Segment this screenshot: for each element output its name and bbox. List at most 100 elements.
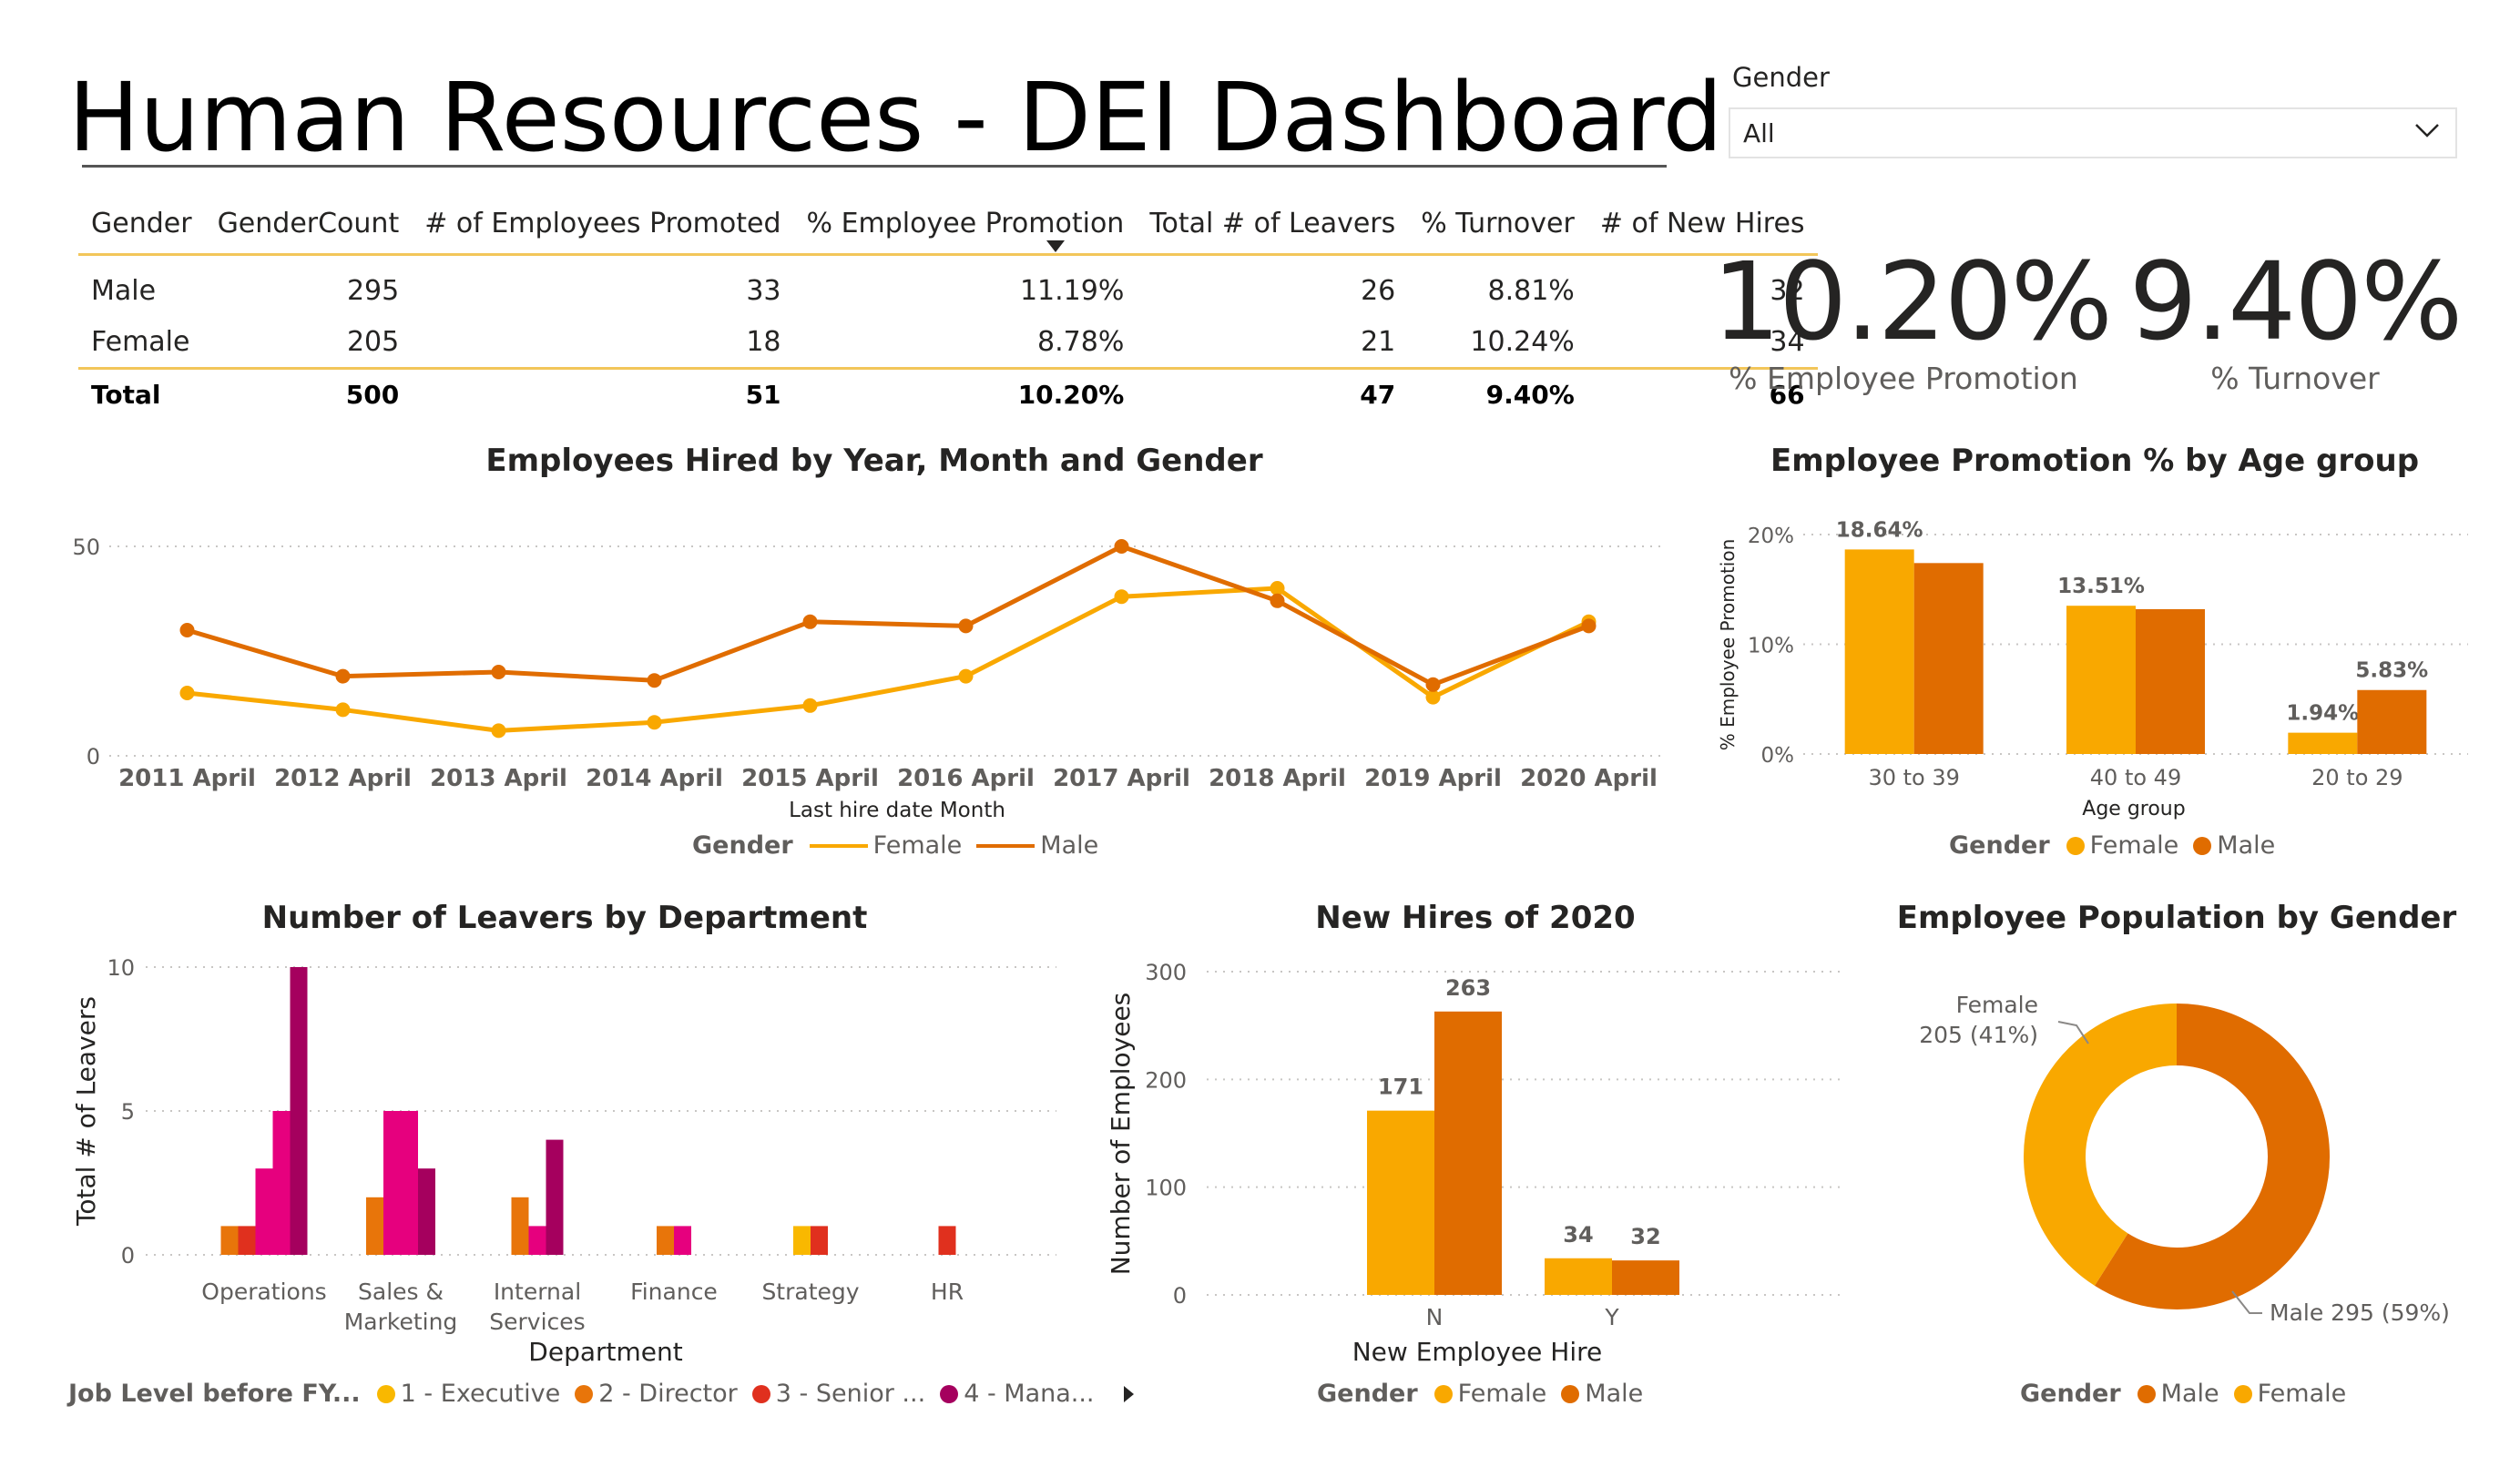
series-line-male[interactable] — [186, 544, 1590, 688]
legend-item-female[interactable]: Female — [1433, 1380, 1547, 1408]
legend-next-arrow-icon[interactable] — [1123, 1385, 1134, 1402]
dot-swatch-icon — [1433, 1384, 1453, 1403]
bar-job-level[interactable] — [220, 1226, 239, 1255]
bar-female[interactable] — [1844, 549, 1914, 754]
bar-job-level[interactable] — [674, 1226, 691, 1255]
data-point[interactable] — [647, 715, 662, 730]
legend-item-male[interactable]: Male — [1561, 1380, 1643, 1408]
data-point[interactable] — [958, 618, 974, 634]
bar-male[interactable] — [1434, 1011, 1502, 1295]
data-point[interactable] — [179, 686, 195, 700]
legend-item-senior[interactable]: 3 - Senior ... — [751, 1380, 925, 1408]
legend-item-female[interactable]: Female — [2066, 831, 2178, 860]
bar-female[interactable] — [2288, 732, 2358, 754]
column-header[interactable]: % Turnover — [1421, 207, 1575, 239]
table-row[interactable]: Male 295 33 11.19% 26 8.81% 32 — [78, 255, 1818, 317]
promotion-age-legend: Gender Female Male — [1949, 831, 2290, 860]
legend-item-manager[interactable]: 4 - Mana... — [940, 1380, 1095, 1408]
bar-job-level[interactable] — [238, 1226, 256, 1255]
data-point[interactable] — [491, 665, 506, 679]
data-point[interactable] — [335, 702, 351, 718]
data-point[interactable] — [958, 668, 974, 684]
bar-female[interactable] — [1367, 1110, 1434, 1295]
bar-job-level[interactable] — [383, 1111, 401, 1255]
data-point[interactable] — [802, 698, 818, 713]
chevron-down-icon[interactable] — [2413, 120, 2441, 140]
column-header[interactable]: # of Employees Promoted — [424, 207, 781, 239]
data-label: 1.94% — [2286, 702, 2359, 726]
table-cell: 33 — [746, 274, 781, 307]
bar-male[interactable] — [1612, 1260, 1679, 1295]
bar-job-level[interactable] — [938, 1226, 956, 1255]
sort-descending-icon[interactable] — [1046, 240, 1065, 252]
column-header[interactable]: % Employee Promotion — [806, 207, 1125, 239]
legend-item-executive[interactable]: 1 - Executive — [376, 1380, 560, 1408]
table-cell: 295 — [346, 274, 400, 307]
x-tick-label: 2014 April — [586, 765, 723, 792]
legend-item-male[interactable]: Male — [2137, 1380, 2219, 1408]
series-line-female[interactable] — [187, 586, 1590, 733]
donut-slice-male[interactable] — [2095, 1004, 2330, 1309]
data-point[interactable] — [802, 614, 818, 629]
donut-slice-female[interactable] — [2024, 1004, 2178, 1286]
bar-male[interactable] — [2357, 689, 2427, 754]
x-tick-label: Services — [489, 1309, 585, 1335]
legend-title: Gender — [1949, 831, 2050, 860]
data-point[interactable] — [335, 668, 351, 684]
kpi-turnover-label: % Turnover — [2210, 361, 2380, 396]
legend-item-male[interactable]: Male — [2193, 831, 2275, 860]
bar-job-level[interactable] — [528, 1226, 546, 1255]
data-point[interactable] — [491, 723, 506, 739]
leader-line — [2231, 1290, 2262, 1314]
bar-male[interactable] — [1913, 563, 1984, 754]
dot-swatch-icon — [376, 1384, 395, 1403]
table-cell: 21 — [1361, 325, 1396, 358]
bar-job-level[interactable] — [657, 1226, 674, 1255]
legend-title: Gender — [2020, 1380, 2121, 1408]
table-cell: 51 — [412, 367, 794, 419]
column-header[interactable]: Gender — [91, 207, 192, 239]
data-point[interactable] — [1425, 689, 1441, 705]
legend-label: 2 - Director — [598, 1380, 738, 1408]
bar-job-level[interactable] — [511, 1197, 529, 1255]
column-header[interactable]: # of New Hires — [1599, 207, 1805, 239]
legend-item-male[interactable]: Male — [976, 831, 1098, 860]
column-header[interactable]: GenderCount — [217, 207, 400, 239]
data-point[interactable] — [1581, 618, 1597, 634]
bar-job-level[interactable] — [401, 1111, 418, 1255]
data-point[interactable] — [1270, 581, 1285, 596]
bar-job-level[interactable] — [290, 967, 308, 1255]
legend-item-director[interactable]: 2 - Director — [575, 1380, 738, 1408]
data-point[interactable] — [1114, 539, 1129, 554]
data-point[interactable] — [1270, 593, 1285, 608]
column-header[interactable]: Total # of Leavers — [1149, 207, 1396, 239]
bar-job-level[interactable] — [418, 1168, 435, 1255]
y-tick-label: 20% — [1748, 525, 1794, 548]
bar-female[interactable] — [1545, 1258, 1612, 1295]
legend-label: Female — [1457, 1380, 1547, 1408]
gender-slicer-dropdown[interactable] — [1729, 107, 2457, 158]
data-point[interactable] — [179, 623, 195, 637]
legend-title: Gender — [1317, 1380, 1418, 1408]
dot-swatch-icon — [2066, 836, 2085, 855]
bar-female[interactable] — [2066, 606, 2136, 754]
data-point[interactable] — [1425, 677, 1441, 692]
bar-job-level[interactable] — [272, 1111, 291, 1255]
x-tick-label: N — [1426, 1304, 1444, 1330]
legend-item-female[interactable]: Female — [809, 831, 962, 860]
data-label: 5.83% — [2355, 659, 2428, 683]
bar-job-level[interactable] — [811, 1226, 828, 1255]
gender-slicer-value[interactable]: All — [1743, 118, 1775, 148]
bar-male[interactable] — [2136, 608, 2205, 754]
x-tick-label: Y — [1604, 1304, 1619, 1330]
bar-job-level[interactable] — [255, 1168, 273, 1255]
table-row[interactable]: Female 205 18 8.78% 21 10.24% 34 — [78, 316, 1818, 369]
bar-job-level[interactable] — [793, 1226, 811, 1255]
data-point[interactable] — [647, 673, 662, 688]
data-label: 171 — [1378, 1075, 1423, 1100]
y-tick-label: 0 — [1173, 1283, 1187, 1309]
bar-job-level[interactable] — [366, 1197, 383, 1255]
data-point[interactable] — [1114, 589, 1129, 605]
legend-item-female[interactable]: Female — [2233, 1380, 2346, 1408]
bar-job-level[interactable] — [546, 1139, 564, 1255]
